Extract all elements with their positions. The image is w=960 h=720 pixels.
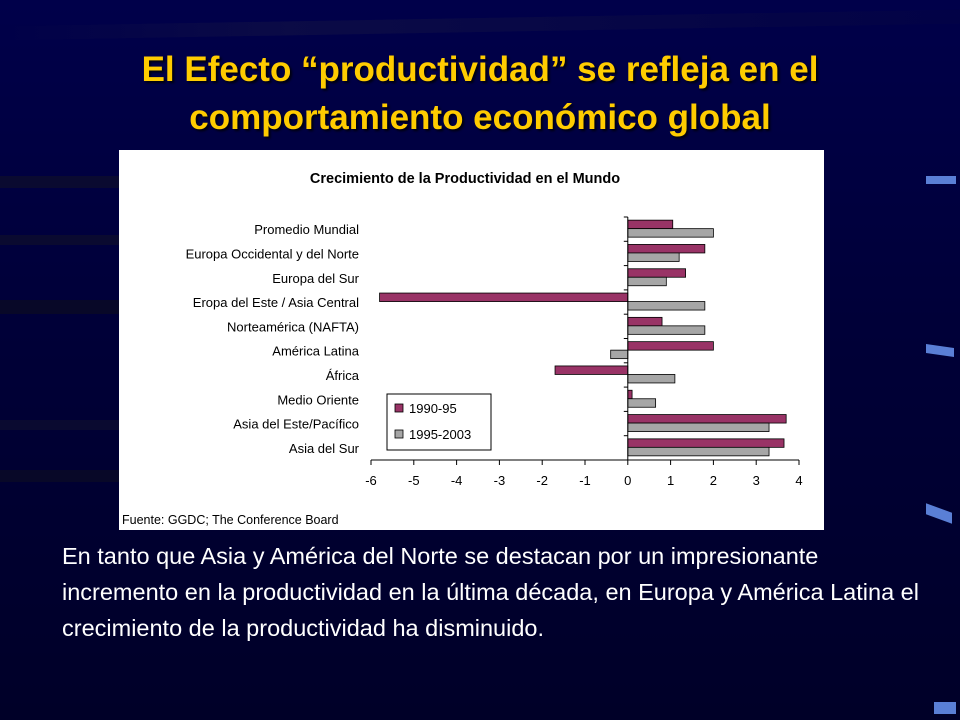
x-tick-label: -1 [579, 473, 591, 488]
bar-1995-2003 [627, 228, 714, 238]
chart-panel: Crecimiento de la Productividad en el Mu… [119, 150, 824, 530]
bar-1995-2003 [627, 301, 706, 311]
decor-blue-tick [926, 503, 952, 524]
bar-1990-95 [627, 341, 714, 351]
bar-1995-2003 [627, 446, 770, 457]
x-tick-label: -5 [408, 473, 420, 488]
decor-streak [0, 420, 119, 430]
legend-swatch [394, 403, 404, 413]
category-label: América Latina [272, 344, 359, 359]
bar-1990-95 [627, 268, 686, 278]
category-label: Asia del Este/Pacífico [233, 417, 359, 432]
category-label: África [326, 368, 360, 383]
slide-title-line1: El Efecto “productividad” se refleja en … [141, 50, 819, 89]
x-tick-label: -3 [494, 473, 506, 488]
productivity-bar-chart: Crecimiento de la Productividad en el Mu… [122, 171, 803, 527]
category-label: Europa Occidental y del Norte [186, 246, 359, 261]
chart-title: Crecimiento de la Productividad en el Mu… [310, 171, 620, 187]
legend-box [386, 393, 492, 451]
bar-1990-95 [627, 414, 787, 424]
bars-group [379, 219, 787, 457]
bar-1995-2003 [627, 398, 657, 408]
bar-1995-2003 [610, 349, 629, 360]
bar-1990-95 [627, 389, 633, 400]
category-label: Medio Oriente [277, 392, 359, 407]
bar-1990-95 [627, 244, 706, 254]
x-tick-label: 0 [624, 473, 631, 488]
bar-1990-95 [554, 365, 629, 375]
bar-1990-95 [627, 438, 785, 448]
x-tick-label: -2 [536, 473, 548, 488]
decor-streak [0, 300, 119, 314]
legend-swatch [394, 429, 404, 439]
category-label: Eropa del Este / Asia Central [193, 295, 359, 310]
category-label: Asia del Sur [289, 441, 360, 456]
x-tick-label: 4 [795, 473, 802, 488]
x-tick-label: -6 [365, 473, 377, 488]
decor-streak [0, 9, 960, 41]
legend-label: 1995-2003 [409, 427, 471, 442]
chart-legend: 1990-95 1995-2003 [386, 393, 492, 451]
decor-streak [0, 470, 119, 482]
body-paragraph: En tanto que Asia y América del Norte se… [62, 543, 919, 641]
decor-blue-tick [926, 344, 954, 357]
legend-label: 1990-95 [409, 401, 457, 416]
bar-1995-2003 [627, 325, 706, 335]
chart-source: Fuente: GGDC; The Conference Board [122, 513, 339, 527]
bar-1990-95 [627, 316, 663, 327]
category-label: Promedio Mundial [254, 222, 359, 237]
category-label: Norteamérica (NAFTA) [227, 319, 359, 334]
decor-blue-tick [926, 176, 956, 184]
x-tick-label: 2 [710, 473, 717, 488]
x-tick-label: 1 [667, 473, 674, 488]
slide-title: El Efecto “productividad” se refleja en … [0, 46, 960, 142]
bar-1995-2003 [627, 422, 770, 432]
bar-1990-95 [627, 219, 674, 230]
slide-title-line2: comportamiento económico global [189, 98, 771, 137]
bar-1995-2003 [627, 252, 680, 262]
bar-1990-95 [379, 292, 629, 302]
x-tick-label: 3 [753, 473, 760, 488]
decor-streak [0, 235, 119, 245]
decor-blue-tick [934, 702, 956, 714]
bar-1995-2003 [627, 374, 676, 384]
bar-1995-2003 [627, 276, 667, 287]
x-tick-label: -4 [451, 473, 463, 488]
axes-group: Promedio Mundial Europa Occidental y del … [186, 216, 803, 488]
category-label: Europa del Sur [272, 271, 359, 286]
decor-streak [0, 176, 119, 188]
